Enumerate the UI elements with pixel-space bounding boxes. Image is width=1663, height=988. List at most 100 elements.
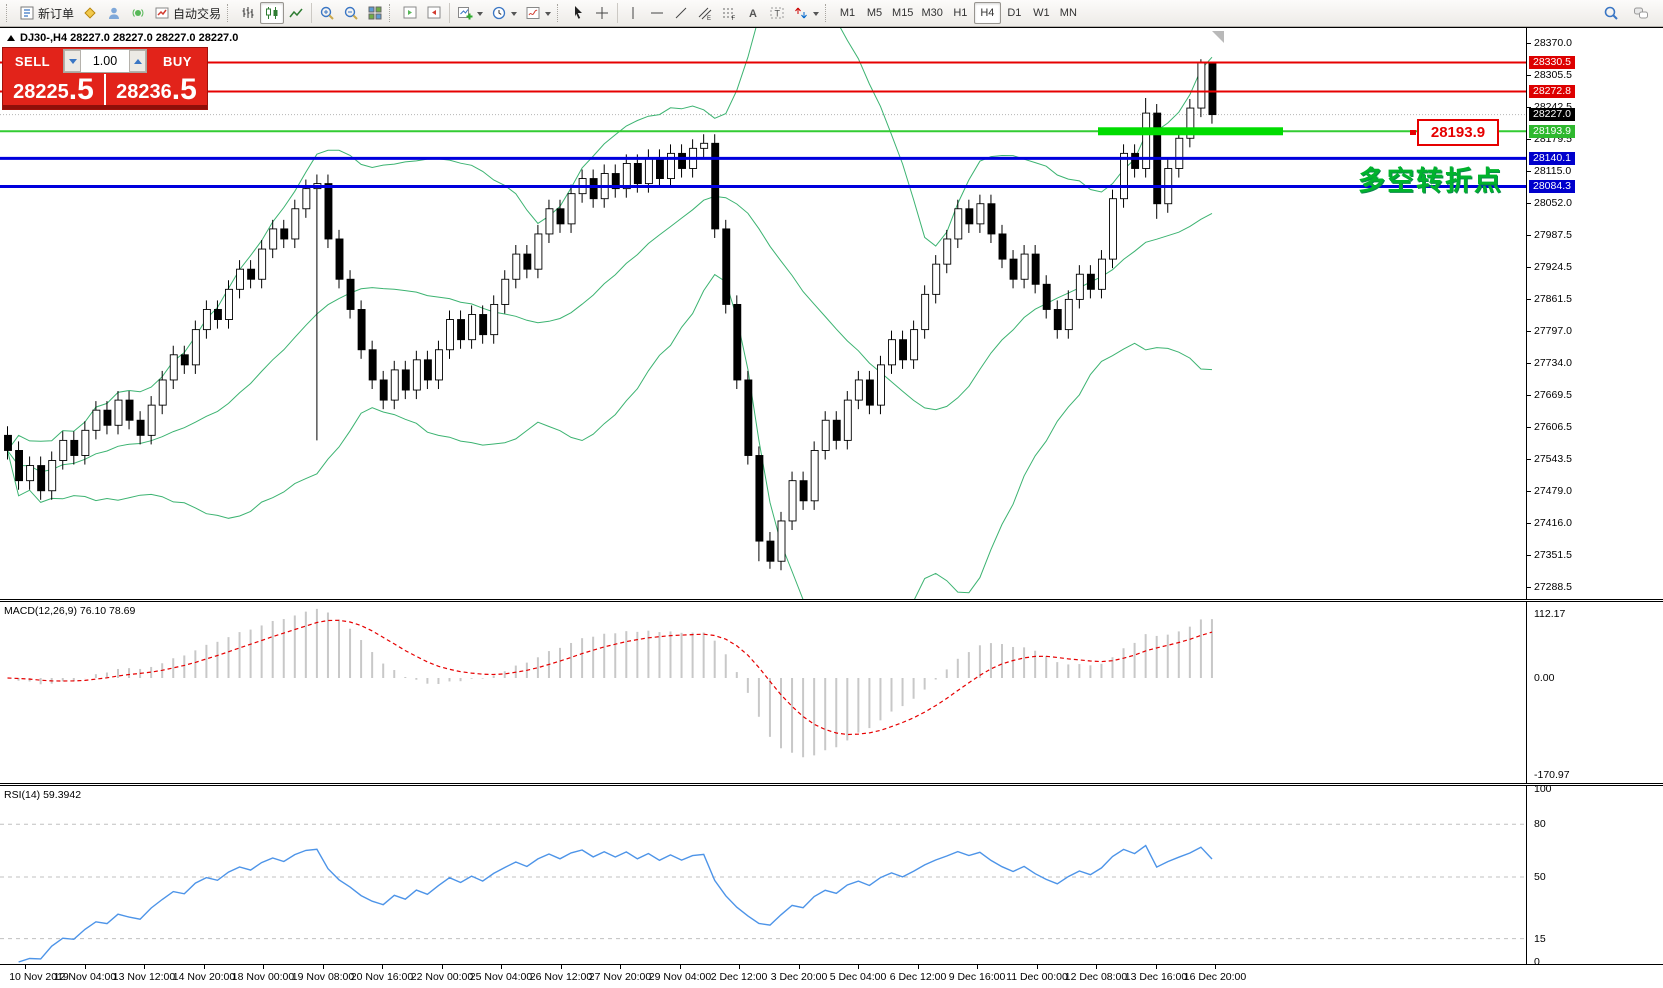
text-icon: A [745, 5, 761, 21]
diamond-icon [82, 5, 98, 21]
chart-shift-icon [426, 5, 442, 21]
candlestick-mode-button[interactable] [260, 2, 285, 24]
chart-play-icon [402, 5, 418, 21]
svg-text:F: F [732, 16, 736, 21]
one-click-trading-panel: SELL BUY 28225.5 28236.5 [2, 47, 208, 110]
metaeditor-button[interactable] [78, 2, 102, 24]
candlestick-icon [264, 5, 280, 21]
timeframe-m15-button[interactable]: M15 [888, 2, 917, 24]
zoom-in-icon [319, 5, 335, 21]
turning-point-note[interactable]: 多空转折点 [1358, 166, 1503, 196]
line-chart-mode-button[interactable] [284, 2, 308, 24]
arrows-tool-button[interactable] [789, 2, 823, 24]
chevron-down-icon [511, 11, 518, 19]
new-order-label: 新订单 [38, 6, 75, 21]
bar-chart-mode-button[interactable] [236, 2, 260, 24]
timeframe-w1-button[interactable]: W1 [1028, 2, 1055, 24]
sell-button[interactable]: SELL [3, 48, 62, 74]
svg-text:E: E [707, 16, 711, 21]
market-button[interactable] [102, 2, 126, 24]
toolbar-grip[interactable] [557, 4, 562, 22]
chart-window: 28370.0 28305.5 28242.5 28179.5 28115.0 28052… [0, 27, 1663, 988]
new-order-icon [19, 5, 35, 21]
text-label-button[interactable]: T [765, 2, 789, 24]
volume-stepper [63, 49, 147, 73]
volume-increase-button[interactable] [129, 50, 146, 72]
timeframe-m30-button[interactable]: M30 [917, 2, 946, 24]
rsi-indicator-label: RSI(14) 59.3942 [4, 789, 82, 801]
autotrading-button[interactable]: 自动交易 [150, 2, 225, 24]
chevron-down-icon [545, 11, 552, 19]
toolbar-grip[interactable] [227, 4, 232, 22]
trendline-icon [673, 5, 689, 21]
fibonacci-button[interactable]: F [717, 2, 741, 24]
zoom-in-button[interactable] [315, 2, 339, 24]
chevron-down-icon [813, 11, 820, 19]
crosshair-button[interactable] [590, 2, 614, 24]
arrows-icon [793, 5, 809, 21]
text-label-icon: T [769, 5, 785, 21]
caret-up-icon [133, 58, 142, 64]
pane-separator[interactable] [0, 599, 1663, 602]
autotrading-icon [154, 5, 170, 21]
line-chart-icon [288, 5, 304, 21]
vertical-line-button[interactable] [621, 2, 645, 24]
timeframe-mn-button[interactable]: MN [1055, 2, 1082, 24]
macd-indicator-label: MACD(12,26,9) 76.10 78.69 [4, 605, 136, 617]
pane-separator[interactable] [0, 783, 1663, 786]
top-toolbar: 新订单 自动交易 E F A T M1 M5 M15 M30 H1 H4 D1 … [0, 0, 1663, 27]
equidistant-channel-button[interactable]: E [693, 2, 717, 24]
zoom-out-button[interactable] [339, 2, 363, 24]
macd-pane[interactable] [0, 602, 1526, 783]
timeframe-m5-button[interactable]: M5 [861, 2, 888, 24]
timeframe-h4-button[interactable]: H4 [973, 2, 1001, 24]
cursor-icon [570, 5, 586, 21]
buy-price[interactable]: 28236.5 [106, 74, 207, 105]
indicators-button[interactable] [453, 2, 487, 24]
price-axis[interactable]: 28370.0 28305.5 28242.5 28179.5 28115.0 28052… [1526, 28, 1663, 968]
symbol-ohlc-text: DJ30-,H4 28227.0 28227.0 28227.0 28227.0 [20, 32, 239, 44]
cursor-button[interactable] [566, 2, 590, 24]
timeframe-d1-button[interactable]: D1 [1001, 2, 1028, 24]
add-indicator-icon [457, 5, 473, 21]
toolbar-grip[interactable] [6, 4, 11, 22]
trendline-button[interactable] [669, 2, 693, 24]
horizontal-line-button[interactable] [645, 2, 669, 24]
toolbar-grip[interactable] [389, 4, 394, 22]
toolbar-grip[interactable] [825, 4, 830, 22]
zoom-out-icon [343, 5, 359, 21]
autotrading-label: 自动交易 [173, 6, 222, 21]
sell-price[interactable]: 28225.5 [3, 74, 104, 105]
template-icon [525, 5, 541, 21]
price-annotation-box[interactable]: 28193.9 [1410, 119, 1499, 146]
chart-shift-button[interactable] [422, 2, 446, 24]
search-icon [1603, 5, 1619, 21]
collapse-panel-icon[interactable] [7, 35, 15, 41]
templates-button[interactable] [521, 2, 555, 24]
periods-button[interactable] [487, 2, 521, 24]
vertical-line-icon [625, 5, 641, 21]
svg-text:A: A [749, 8, 757, 20]
time-axis[interactable]: 10 Nov 2019 12 Nov 04:00 13 Nov 12:00 14 No… [0, 964, 1663, 988]
tile-windows-icon [367, 5, 383, 21]
timeframe-h1-button[interactable]: H1 [947, 2, 974, 24]
chat-button[interactable] [1629, 2, 1653, 24]
signal-icon [130, 5, 146, 21]
volume-decrease-button[interactable] [64, 50, 81, 72]
signals-button[interactable] [126, 2, 150, 24]
fibonacci-icon: F [721, 5, 737, 21]
horizontal-line-icon [649, 5, 665, 21]
volume-input[interactable] [81, 50, 129, 72]
new-order-button[interactable]: 新订单 [15, 2, 78, 24]
text-tool-button[interactable]: A [741, 2, 765, 24]
rsi-pane[interactable] [0, 786, 1526, 964]
buy-button[interactable]: BUY [148, 48, 207, 74]
main-chart-pane[interactable] [0, 28, 1526, 599]
svg-text:T: T [775, 9, 781, 19]
data-window-button[interactable] [398, 2, 422, 24]
clock-icon [491, 5, 507, 21]
timeframe-m1-button[interactable]: M1 [834, 2, 861, 24]
tile-windows-button[interactable] [363, 2, 387, 24]
crosshair-icon [594, 5, 610, 21]
search-button[interactable] [1599, 2, 1623, 24]
